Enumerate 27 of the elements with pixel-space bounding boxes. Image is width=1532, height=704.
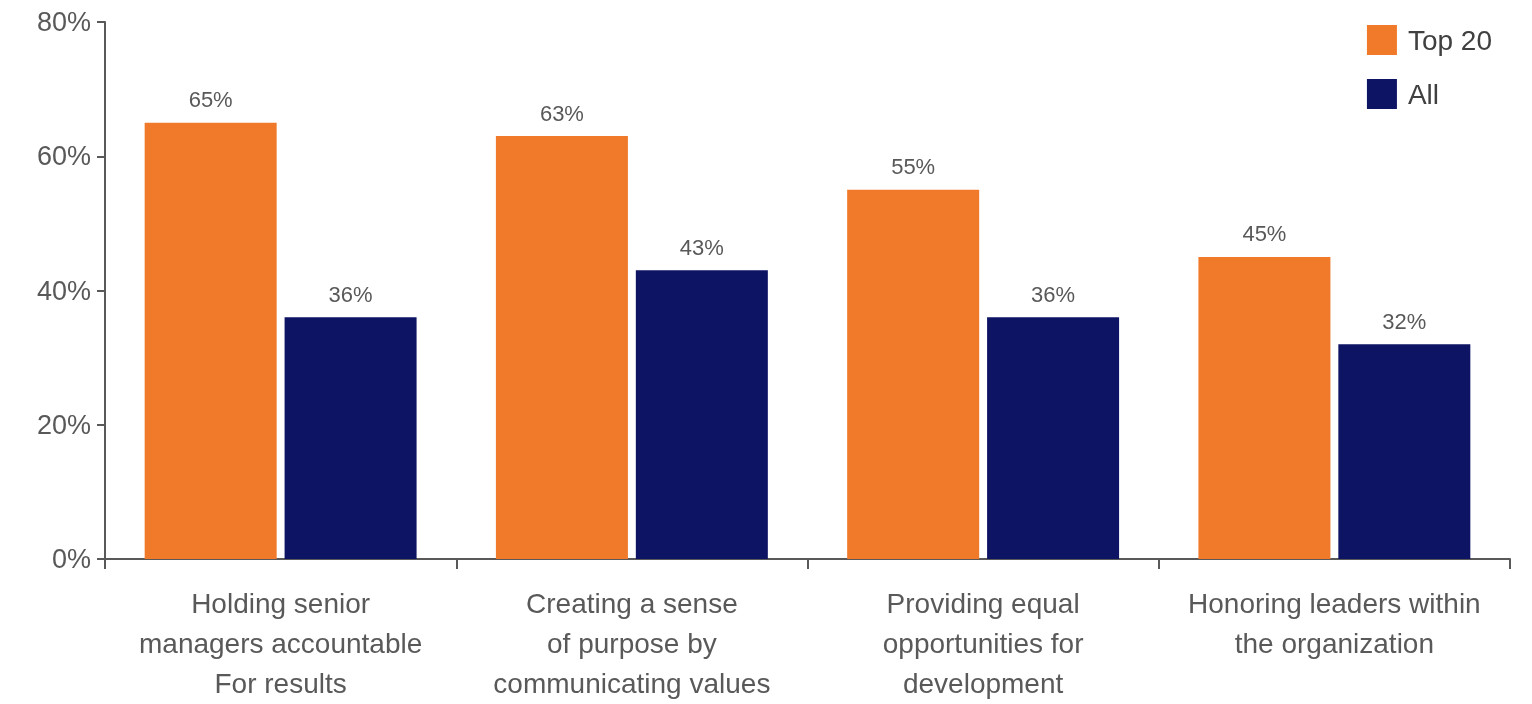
bar <box>1338 344 1471 559</box>
y-tick-label: 40% <box>36 275 91 306</box>
legend-label: All <box>1407 78 1440 110</box>
bar <box>495 136 628 559</box>
bar <box>144 122 277 559</box>
bar <box>847 189 980 559</box>
data-label: 36% <box>328 281 373 307</box>
bar <box>987 317 1120 559</box>
bar <box>635 270 768 559</box>
x-tick-label: Creating a sense of purpose by communicating values <box>493 587 771 699</box>
x-tick-label: Honoring leaders within the organization <box>1188 587 1481 659</box>
x-tick-label: Providing equal opportunities for development <box>882 587 1084 699</box>
data-label: 36% <box>1031 281 1076 307</box>
data-label: 43% <box>679 234 724 260</box>
x-tick-label: Holding senior managers accountable For results <box>138 587 423 699</box>
y-tick-label: 60% <box>36 141 91 172</box>
data-label: 45% <box>1242 221 1287 247</box>
bar <box>1198 256 1331 559</box>
y-tick-label: 80% <box>36 7 91 37</box>
data-label: 32% <box>1382 308 1427 334</box>
data-label: 63% <box>539 100 584 126</box>
y-tick-label: 20% <box>36 409 91 440</box>
data-label: 65% <box>188 87 233 113</box>
bar <box>284 317 417 559</box>
data-label: 55% <box>891 154 936 180</box>
legend-label: Top 20 <box>1407 24 1493 56</box>
y-tick-label: 0% <box>51 544 91 574</box>
